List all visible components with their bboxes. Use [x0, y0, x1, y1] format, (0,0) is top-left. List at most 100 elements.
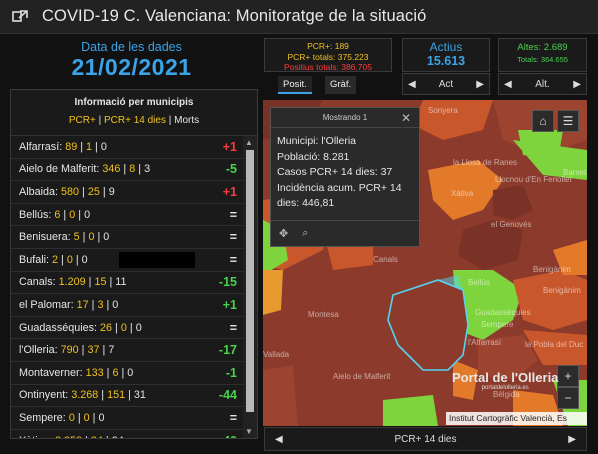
municipality-pcr: 6 — [54, 208, 61, 221]
municipalities-scrollbar[interactable]: ▲ ▼ — [243, 136, 257, 438]
municipality-deaths: 31 — [133, 389, 146, 402]
municipality-deaths: 0 — [81, 253, 88, 266]
municipality-trend: = — [229, 252, 237, 267]
municipality-name: Albaida: — [19, 185, 62, 198]
home-icon[interactable]: ⌂ — [532, 110, 554, 132]
discharges-next-icon[interactable]: ▶ — [573, 78, 581, 90]
municipality-stats: Sempere: 0 | 0 | 0 — [19, 411, 105, 424]
legend-list-icon[interactable]: ☰ — [557, 110, 579, 132]
municipality-stats: Benisuera: 5 | 0 | 0 — [19, 231, 110, 244]
list-item[interactable]: Guadasséquies: 26 | 0 | 0 = — [11, 317, 243, 340]
municipality-pcr14: 6 — [112, 366, 119, 379]
map-label-pobla-del-duc: la Pobla del Duc — [525, 340, 584, 349]
municipality-stats: Bellús: 6 | 0 | 0 — [19, 208, 91, 221]
municipality-pcr: 346 — [102, 163, 121, 176]
layer-next-icon[interactable]: ▶ — [568, 433, 576, 445]
municipalities-legend: PCR+ | PCR+ 14 dies | Morts — [11, 115, 257, 126]
map-label-guadassequies: Guadasséquies — [475, 308, 531, 317]
list-item[interactable]: el Palomar: 17 | 3 | 0 +1 — [11, 294, 243, 317]
municipality-deaths: 3 — [144, 163, 151, 176]
municipality-stats: Albaida: 580 | 25 | 9 — [19, 185, 115, 198]
zoom-in-button[interactable]: + — [557, 365, 579, 387]
municipality-pcr14: 0 — [69, 208, 76, 221]
active-next-icon[interactable]: ▶ — [476, 78, 484, 90]
municipality-pcr14: 8 — [129, 163, 136, 176]
municipality-trend: -40 — [219, 434, 237, 438]
scroll-down-icon[interactable]: ▼ — [245, 427, 253, 436]
discharges-kpi-panel: Altes: 2.689 Totals: 364.655 — [498, 38, 587, 72]
municipality-pcr: 17 — [76, 298, 89, 311]
list-item[interactable]: Bellús: 6 | 0 | 0 = — [11, 204, 243, 227]
municipalities-list[interactable]: Alfarrasí: 89 | 1 | 0 +1 Aielo de Malferit… — [11, 136, 243, 438]
municipality-pcr14: 15 — [94, 276, 107, 289]
redaction-box — [119, 251, 195, 268]
list-item[interactable]: l'Olleria: 790 | 37 | 7 -17 — [11, 339, 243, 362]
municipality-name: Benisuera: — [19, 231, 74, 244]
map-label-llosa-de-ranes: la Llosa de Ranes — [453, 158, 518, 167]
municipality-pcr: 5 — [73, 231, 80, 244]
scroll-up-icon[interactable]: ▲ — [245, 138, 253, 147]
watermark-logo: Portal de l'Olleria portaldelolleria.es — [452, 370, 558, 391]
map-label-el-genoves: el Genovés — [491, 220, 532, 229]
municipalities-panel: Informació per municipis PCR+ | PCR+ 14 … — [10, 89, 258, 439]
tab-charts[interactable]: Gràf. — [325, 76, 357, 94]
tab-positives[interactable]: Posit. — [278, 76, 312, 94]
list-item[interactable]: Bufali: 2 | 0 | 0 = — [11, 249, 243, 272]
list-item[interactable]: Sempere: 0 | 0 | 0 = — [11, 407, 243, 430]
municipality-deaths: 0 — [127, 366, 134, 379]
active-label: Actius — [429, 40, 463, 54]
map-label-sonyera: Sonyera — [428, 106, 458, 115]
pcr-total: PCR+ totals: 375.223 — [287, 51, 369, 62]
discharges-pager: ◀ Alt. ▶ — [498, 73, 587, 95]
map-label-sempere: Sempere — [481, 320, 514, 329]
list-item[interactable]: Benisuera: 5 | 0 | 0 = — [11, 226, 243, 249]
municipality-deaths: 0 — [112, 298, 119, 311]
legend-pcr14: PCR+ 14 dies — [103, 115, 166, 126]
municipality-name: Alfarrasí: — [19, 140, 66, 153]
active-prev-icon[interactable]: ◀ — [408, 78, 416, 90]
municipality-trend: -1 — [225, 365, 237, 380]
municipality-trend: = — [229, 230, 237, 245]
list-item[interactable]: Ontinyent: 3.268 | 151 | 31 -44 — [11, 385, 243, 408]
popup-incidence-label: Incidència acum. PCR+ 14 — [277, 181, 402, 194]
map-layer-pager: ◀ PCR+ 14 dies ▶ — [264, 427, 587, 451]
municipality-deaths: 0 — [100, 140, 107, 153]
municipality-pcr: 133 — [85, 366, 104, 379]
layer-label: PCR+ 14 dies — [394, 433, 457, 445]
zoom-to-icon[interactable]: ⌕ — [302, 227, 309, 239]
municipality-name: el Palomar: — [19, 298, 77, 311]
popup-municipality: Municipi: l'Olleria — [277, 135, 357, 147]
municipality-deaths: 0 — [103, 231, 110, 244]
app-logo-icon — [10, 7, 30, 27]
list-item[interactable]: Alfarrasí: 89 | 1 | 0 +1 — [11, 136, 243, 159]
municipality-pcr: 580 — [61, 185, 80, 198]
map-label-aielo: Aielo de Malferit — [333, 372, 391, 381]
municipality-stats: Alfarrasí: 89 | 1 | 0 — [19, 140, 107, 153]
municipality-pcr: 2 — [52, 253, 59, 266]
popup-incidence-value: dies: 446,81 — [277, 197, 335, 209]
zoom-out-button[interactable]: − — [557, 387, 579, 409]
title-bar: COVID-19 C. Valenciana: Monitoratge de l… — [0, 0, 598, 34]
legend-sep-1: | — [95, 115, 104, 126]
municipality-name: Guadasséquies: — [19, 321, 101, 334]
date-value: 21/02/2021 — [71, 54, 192, 80]
list-item[interactable]: Montaverner: 133 | 6 | 0 -1 — [11, 362, 243, 385]
list-item[interactable]: Albaida: 580 | 25 | 9 +1 — [11, 181, 243, 204]
municipality-trend: -17 — [218, 343, 237, 358]
list-item[interactable]: Canals: 1.209 | 15 | 11 -15 — [11, 272, 243, 295]
popup-population: Població: 8.281 — [277, 150, 350, 163]
layer-prev-icon[interactable]: ◀ — [275, 433, 283, 445]
municipality-pcr: 2.353 — [55, 435, 82, 438]
list-item[interactable]: Aielo de Malferit: 346 | 8 | 3 -5 — [11, 159, 243, 182]
list-item[interactable]: Xàtiva: 2.353 | 34 | 24 -40 — [11, 430, 243, 438]
municipality-stats: Guadasséquies: 26 | 0 | 0 — [19, 321, 142, 334]
popup-body: Municipi: l'Olleria Població: 8.281 Caso… — [271, 128, 419, 212]
scrollbar-thumb[interactable] — [246, 150, 254, 412]
discharges-prev-icon[interactable]: ◀ — [504, 78, 512, 90]
municipality-trend: -5 — [225, 162, 237, 177]
active-pager-label: Act — [438, 78, 454, 90]
municipality-pcr14: 25 — [87, 185, 100, 198]
municipality-pcr: 1.209 — [58, 276, 86, 289]
pan-icon[interactable]: ✥ — [279, 228, 289, 240]
close-icon[interactable]: ✕ — [400, 111, 411, 125]
